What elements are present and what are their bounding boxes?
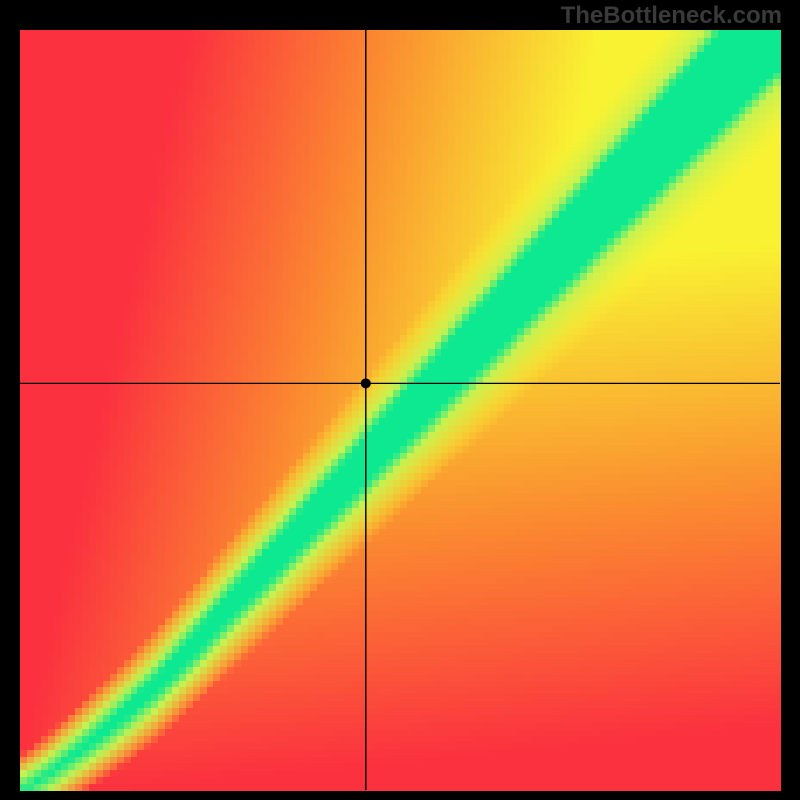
bottleneck-heatmap-canvas [0, 0, 800, 800]
chart-container: TheBottleneck.com [0, 0, 800, 800]
watermark-text: TheBottleneck.com [561, 2, 782, 30]
